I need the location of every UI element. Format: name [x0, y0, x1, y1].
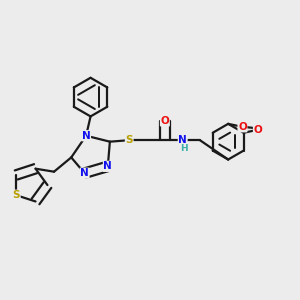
Text: O: O: [160, 116, 169, 126]
Text: N: N: [178, 135, 187, 145]
Text: N: N: [82, 131, 91, 141]
Text: N: N: [80, 168, 89, 178]
Text: O: O: [254, 125, 262, 135]
Text: O: O: [238, 122, 247, 132]
Text: S: S: [125, 135, 133, 145]
Text: H: H: [180, 144, 188, 153]
Text: S: S: [13, 190, 20, 200]
Text: N: N: [103, 161, 112, 171]
